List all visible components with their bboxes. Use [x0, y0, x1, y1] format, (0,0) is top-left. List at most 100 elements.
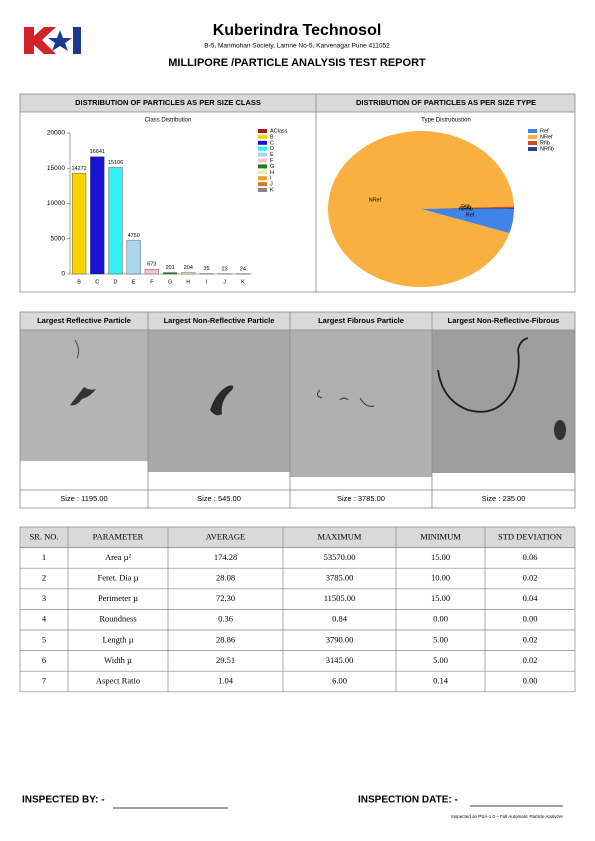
table-cell: Perimeter µ [98, 593, 138, 603]
table-header-cell: AVERAGE [206, 531, 246, 541]
x-tick-label: I [206, 279, 208, 285]
logo [22, 25, 82, 55]
panel-border [19, 93, 576, 293]
table-cell: Width µ [104, 655, 132, 665]
legend-label: I [270, 176, 272, 182]
image-title: Largest Fibrous Particle [318, 316, 404, 325]
x-tick-label: G [168, 279, 172, 285]
legend-swatch [258, 170, 267, 175]
table-cell: 0.06 [523, 552, 538, 562]
distribution-section: DISTRIBUTION OF PARTICLES AS PER SIZE CL… [19, 93, 576, 293]
table-cell: 11505.00 [324, 593, 356, 603]
legend-label: E [270, 152, 274, 158]
table-cell: 174.28 [214, 552, 237, 562]
bar-value-label: 35 [203, 266, 209, 272]
particle-fibre [74, 339, 80, 359]
table-cell: 3785.00 [326, 572, 354, 582]
inspection-date-label: INSPECTION DATE: - [358, 795, 458, 806]
image-size: Size : 1195.00 [60, 494, 107, 503]
bar-value-label: 14272 [71, 166, 86, 172]
table-cell: Roundness [99, 614, 136, 624]
table-cell: 5.00 [433, 655, 448, 665]
table-header-cell: MINIMUM [420, 531, 461, 541]
table-cell: 28.08 [216, 572, 235, 582]
bar-value-label: 15106 [108, 160, 123, 166]
x-tick-label: B [77, 279, 81, 285]
table-cell: 0.02 [523, 572, 538, 582]
legend-swatch [258, 129, 267, 133]
legend-label: NRfib [540, 146, 554, 152]
legend-label: AClass [270, 128, 288, 134]
particle-blob [70, 387, 96, 406]
bar-value-label: 24 [240, 266, 246, 272]
report-title: MILLIPORE /PARTICLE ANALYSIS TEST REPORT [168, 57, 426, 69]
legend-swatch [258, 134, 267, 139]
table-cell: 0.04 [523, 593, 539, 603]
chart-title: Type Distrubustion [421, 118, 471, 124]
legend-swatch [258, 164, 267, 169]
legend-swatch [258, 152, 267, 157]
panel-title: DISTRIBUTION OF PARTICLES AS PER SIZE TY… [356, 98, 536, 107]
x-tick-label: K [241, 279, 245, 285]
table-header-cell: MAXIMUM [318, 531, 362, 541]
legend-swatch [258, 140, 267, 145]
legend-swatch [258, 182, 267, 187]
bar-value-label: 4750 [128, 233, 140, 239]
pie-slice [421, 208, 514, 209]
table-cell: 5 [42, 634, 46, 644]
company-name: Kuberindra Technosol [213, 22, 382, 39]
image-title: Largest Non-Reflective Particle [164, 316, 275, 325]
table-cell: 0.00 [523, 614, 538, 624]
table-cell: 3790.00 [326, 634, 354, 644]
x-tick-label: E [132, 279, 136, 285]
legend-label: Rfib [540, 140, 550, 146]
table-header-cell: STD DEVIATION [498, 531, 562, 541]
bar-value-label: 16641 [90, 149, 105, 155]
bar [90, 156, 105, 275]
bar-value-label: 204 [184, 265, 193, 271]
table-cell: 15.00 [431, 552, 450, 562]
x-tick-label: H [186, 279, 190, 285]
image-size: Size : 235.00 [482, 494, 526, 503]
table-cell: 0.36 [218, 614, 233, 624]
bar [108, 167, 123, 275]
pie-slice [421, 209, 514, 234]
panel-header-bg [20, 312, 575, 330]
panel-header-bg [20, 94, 575, 112]
table-header-cell: PARAMETER [93, 531, 144, 541]
table-cell: 28.86 [216, 634, 235, 644]
image-title: Largest Reflective Particle [37, 316, 131, 325]
bar-value-label: 673 [147, 262, 156, 268]
bar [181, 272, 196, 275]
table-cell: 0.02 [523, 634, 538, 644]
bar-value-label: 201 [166, 265, 175, 271]
image-title: Largest Non-Reflective-Fibrous [448, 316, 560, 325]
legend-label: B [270, 134, 274, 140]
particle-blob [554, 420, 566, 440]
particle-fibre [437, 337, 529, 413]
legend-swatch [528, 135, 537, 139]
table-cell: 1 [42, 552, 46, 562]
pie-slice [327, 131, 514, 288]
table-cell: 6 [42, 655, 46, 665]
legend-label: C [270, 140, 274, 146]
x-tick-label: F [150, 279, 154, 285]
table-cell: 0.84 [332, 614, 348, 624]
company-address: B-5, Manmohan Society, Lamne No-5, Karve… [204, 43, 390, 50]
panel-title: DISTRIBUTION OF PARTICLES AS PER SIZE CL… [75, 98, 261, 107]
y-tick-label: 5000 [51, 235, 66, 242]
particle-image [432, 330, 575, 473]
legend-label: J [270, 182, 273, 188]
table-cell: 53570.00 [324, 552, 356, 562]
legend-swatch [258, 146, 267, 151]
x-tick-label: C [95, 279, 99, 285]
table-header-bg [20, 527, 575, 548]
slice-label: Ref [466, 212, 475, 218]
table-cell: 10.00 [431, 572, 450, 582]
table-cell: Feret. Dia µ [97, 572, 138, 582]
particle-blob [210, 385, 234, 416]
inspected-by-label: INSPECTED BY: - [22, 795, 105, 806]
x-tick-label: D [114, 279, 118, 285]
bar-value-label: 23 [222, 266, 228, 272]
legend-swatch [258, 188, 267, 192]
